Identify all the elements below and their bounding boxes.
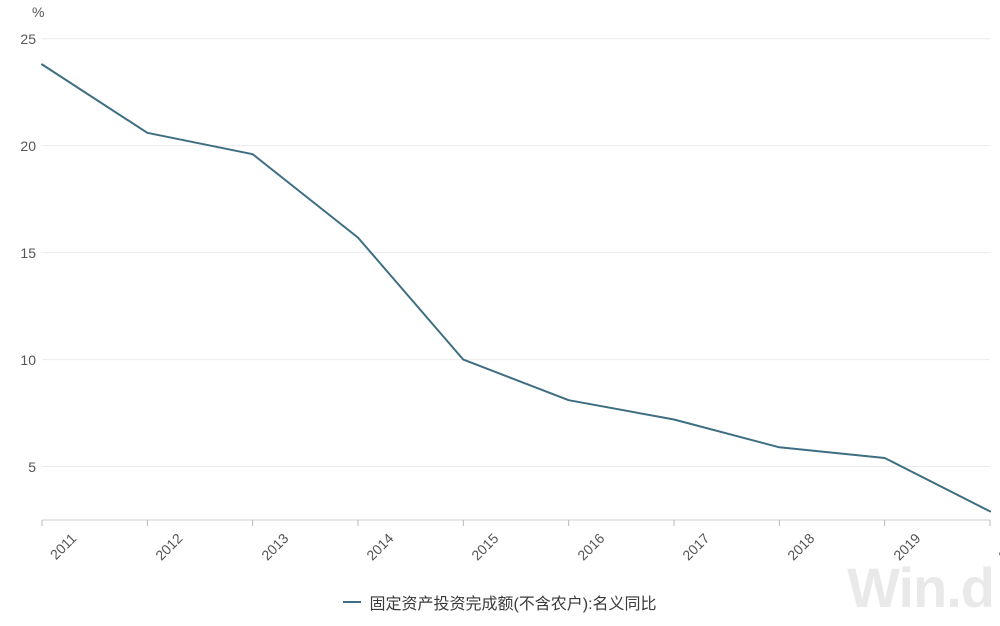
legend-swatch [343, 601, 361, 603]
y-axis-unit: % [32, 4, 44, 20]
y-tick-label: 20 [20, 138, 36, 154]
chart-legend: 固定资产投资完成额(不含农户):名义同比 [0, 590, 1000, 614]
line-chart: % 510152025 2011201220132014201520162017… [0, 0, 1000, 626]
legend-label: 固定资产投资完成额(不含农户):名义同比 [369, 596, 656, 613]
y-tick-label: 10 [20, 352, 36, 368]
y-tick-label: 25 [20, 31, 36, 47]
y-tick-label: 5 [28, 459, 36, 475]
y-tick-label: 15 [20, 245, 36, 261]
chart-svg [0, 0, 1000, 626]
